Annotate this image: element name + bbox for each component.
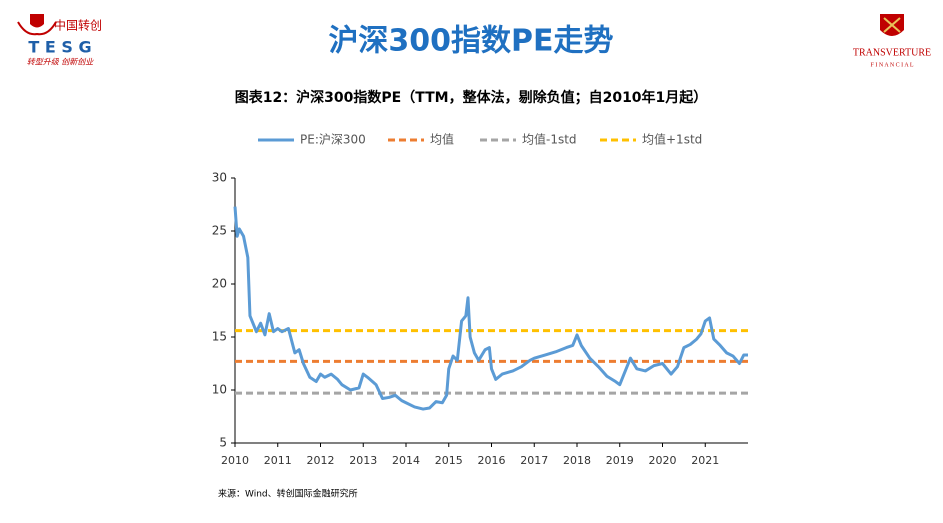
- x-tick-label: 2014: [392, 454, 420, 467]
- source: 来源：Wind、转创国际金融研究所: [218, 488, 358, 500]
- x-tick-label: 2013: [349, 454, 377, 467]
- slide-title: 沪深300指数PE走势: [328, 24, 613, 59]
- x-tick-label: 2010: [221, 454, 249, 467]
- legend-label: PE:沪深300: [300, 133, 366, 147]
- y-tick-label: 5: [219, 436, 227, 450]
- y-tick-label: 25: [212, 224, 227, 238]
- x-tick-label: 2020: [649, 454, 677, 467]
- logo-cross: [883, 17, 901, 33]
- y-tick-label: 15: [212, 330, 227, 344]
- legend-label: 均值-1std: [522, 132, 577, 147]
- y-tick-label: 30: [212, 171, 227, 185]
- right-logo: TRANSVERTURE F I N A N C I A L: [853, 14, 931, 68]
- left-logo: 中国转创 T E S G 转型升级 创新创业: [17, 14, 102, 67]
- logo-sub: F I N A N C I A L: [870, 62, 913, 68]
- logo-slogan: 转型升级 创新创业: [27, 58, 95, 67]
- x-tick-label: 2017: [520, 454, 548, 467]
- x-tick-label: 2012: [307, 454, 335, 467]
- chart-title: 图表12：沪深300指数PE（TTM，整体法，剔除负值；自2010年1月起）: [235, 89, 708, 106]
- x-tick-label: 2016: [478, 454, 506, 467]
- logo-shield: [30, 14, 44, 28]
- y-tick-label: 10: [212, 383, 227, 397]
- x-tick-label: 2011: [264, 454, 292, 467]
- x-tick-label: 2019: [606, 454, 634, 467]
- x-tick-label: 2018: [563, 454, 591, 467]
- x-tick-label: 2015: [435, 454, 463, 467]
- chart: 5 10 15 20 25 30 2010 2011 2012 2013 2014 2015 2016 2…: [212, 132, 748, 467]
- logo-en: T E S G: [28, 38, 91, 57]
- y-tick-label: 20: [212, 277, 227, 291]
- legend-label: 均值: [430, 132, 454, 147]
- logo-cn: 中国转创: [54, 18, 102, 33]
- x-tick-label: 2021: [691, 454, 719, 467]
- legend-label: 均值+1std: [642, 132, 702, 147]
- logo-name: TRANSVERTURE: [853, 47, 931, 58]
- logo-wreath: [17, 21, 57, 36]
- series-line: [233, 206, 748, 411]
